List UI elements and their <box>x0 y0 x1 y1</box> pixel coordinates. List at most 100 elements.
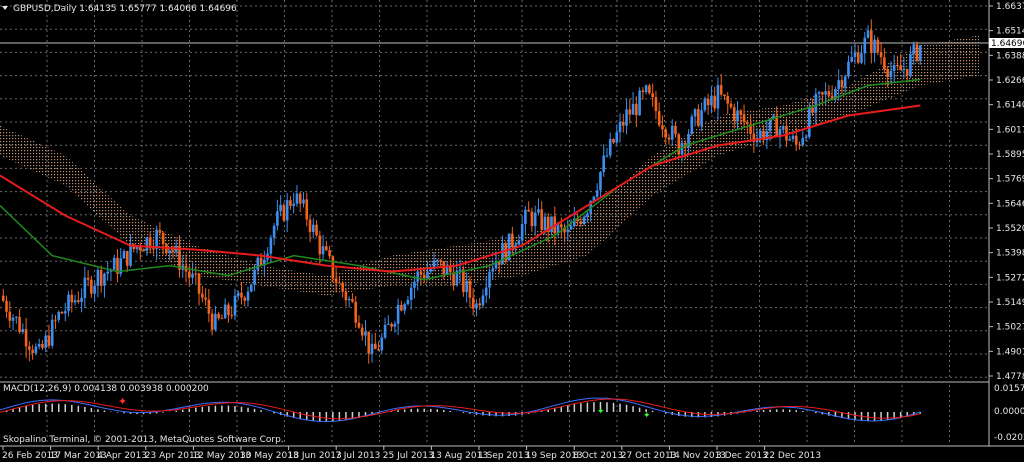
candle-body <box>135 245 139 250</box>
candle-body <box>511 233 514 248</box>
candle-body <box>295 193 299 204</box>
candle-body <box>654 97 658 112</box>
candle-body <box>749 123 752 134</box>
candle-body <box>697 109 700 126</box>
candle-body <box>96 269 100 286</box>
candle-body <box>429 269 433 272</box>
candle-body <box>520 224 524 241</box>
candle-body <box>612 139 615 143</box>
candle-body <box>657 111 661 126</box>
candle-body <box>161 232 165 244</box>
candle-body <box>524 209 527 225</box>
candle-body <box>559 224 563 228</box>
candle-body <box>455 270 459 286</box>
candle-body <box>31 349 34 354</box>
candle-body <box>383 324 387 338</box>
candle-body <box>866 30 870 38</box>
candle-body <box>853 52 857 57</box>
candle-body <box>432 260 436 270</box>
candle-body <box>289 200 292 206</box>
current-price-tag: 1.64696 <box>989 38 1024 49</box>
candle-body <box>716 85 720 109</box>
candle-body <box>876 39 880 53</box>
price-tick-label: 1.62660 <box>996 76 1024 86</box>
candle-body <box>902 68 906 71</box>
candle-body <box>148 237 152 249</box>
candle-body <box>546 216 550 232</box>
price-tick-label: 1.58950 <box>996 150 1024 160</box>
candle-body <box>837 80 840 90</box>
candle-body <box>879 52 883 58</box>
candle-body <box>207 299 211 314</box>
candle-body <box>494 261 498 269</box>
candle-body <box>569 226 573 230</box>
candle-body <box>794 135 798 145</box>
candle-body <box>8 311 12 321</box>
candle-body <box>514 244 517 248</box>
candle-body <box>804 136 808 139</box>
candle-body <box>915 44 919 61</box>
candle-body <box>605 155 609 157</box>
candle-body <box>726 96 730 104</box>
candle-body <box>106 271 109 274</box>
candle-body <box>28 346 31 350</box>
candle-body <box>905 68 909 76</box>
price-tick-label: 1.55205 <box>996 224 1024 234</box>
candle-body <box>155 229 158 250</box>
date-tick-label: 4 Apr 2013 <box>97 451 147 461</box>
candle-body <box>729 103 733 108</box>
candle-body <box>60 311 64 314</box>
candle-body <box>347 298 351 301</box>
candle-body <box>909 53 912 76</box>
candle-body <box>116 257 119 274</box>
candle-body <box>422 274 426 279</box>
candle-body <box>899 65 902 71</box>
candle-body <box>214 313 217 330</box>
candle-body <box>122 250 126 259</box>
candle-body <box>576 218 579 222</box>
candle-body <box>765 131 769 141</box>
candle-body <box>321 246 325 255</box>
candle-body <box>439 260 442 262</box>
dropdown-triangle-icon[interactable] <box>2 6 8 10</box>
candle-body <box>615 132 619 143</box>
candle-body <box>478 303 482 306</box>
candle-body <box>670 125 674 140</box>
candle-body <box>387 323 390 325</box>
candle-body <box>811 107 814 113</box>
candle-body <box>873 39 876 53</box>
candle-body <box>44 335 47 348</box>
candle-body <box>409 287 413 300</box>
date-tick-label: 12 May 2013 <box>192 451 251 461</box>
candle-body <box>719 85 723 95</box>
candle-body <box>808 107 811 137</box>
candle-body <box>223 304 227 319</box>
candle-body <box>631 103 635 115</box>
candle-body <box>279 204 282 212</box>
candle-body <box>847 61 850 77</box>
candle-body <box>638 90 641 116</box>
candle-body <box>889 70 893 78</box>
candle-body <box>315 224 318 236</box>
candle-body <box>197 273 201 294</box>
candle-body <box>856 52 860 63</box>
candle-body <box>233 295 237 316</box>
macd-tick-label: -0.020277 <box>994 433 1024 443</box>
candle-body <box>256 257 260 270</box>
candle-body <box>504 243 508 261</box>
date-tick-label: 14 Nov 2013 <box>668 451 726 461</box>
date-tick-label: 30 May 2013 <box>240 451 299 461</box>
candle-body <box>80 297 83 302</box>
candle-body <box>667 137 671 140</box>
candle-body <box>112 257 116 270</box>
candle-body <box>595 190 599 197</box>
candle-body <box>67 294 70 312</box>
price-tick-label: 1.56465 <box>996 199 1024 209</box>
candle-body <box>550 216 553 232</box>
candle-body <box>99 269 103 286</box>
candle-body <box>677 134 681 155</box>
candle-body <box>703 98 707 111</box>
candle-body <box>533 212 537 227</box>
